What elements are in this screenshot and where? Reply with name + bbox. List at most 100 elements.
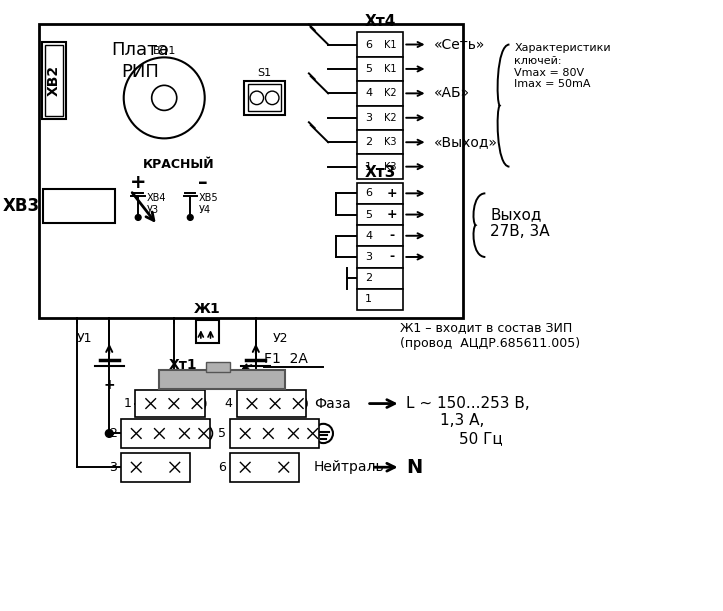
Text: «Сеть»: «Сеть» bbox=[435, 37, 486, 51]
Text: ХВ5: ХВ5 bbox=[199, 193, 218, 203]
Text: Imax = 50mA: Imax = 50mA bbox=[514, 79, 591, 89]
Text: 2: 2 bbox=[109, 427, 117, 440]
Bar bbox=[45, 45, 63, 116]
Bar bbox=[248, 84, 281, 111]
Text: +: + bbox=[387, 208, 397, 221]
Bar bbox=[357, 155, 403, 179]
Bar bbox=[230, 453, 299, 481]
Circle shape bbox=[176, 425, 193, 442]
Bar bbox=[357, 204, 403, 225]
Text: Хт3: Хт3 bbox=[364, 165, 396, 180]
Text: –: – bbox=[198, 174, 208, 192]
Text: 1,3 А,: 1,3 А, bbox=[440, 414, 484, 428]
Text: Vmax = 80V: Vmax = 80V bbox=[514, 68, 584, 78]
Circle shape bbox=[236, 425, 254, 442]
Text: 2: 2 bbox=[365, 137, 372, 147]
Text: Ж1 – входит в состав ЗИП: Ж1 – входит в состав ЗИП bbox=[401, 321, 573, 335]
Circle shape bbox=[267, 395, 284, 412]
Circle shape bbox=[142, 395, 159, 412]
Circle shape bbox=[166, 458, 184, 476]
Circle shape bbox=[236, 458, 254, 476]
Text: У3: У3 bbox=[147, 205, 159, 214]
Text: S1: S1 bbox=[257, 68, 272, 78]
Text: 4: 4 bbox=[365, 231, 372, 241]
Text: 1: 1 bbox=[124, 397, 132, 410]
Text: ХВ2: ХВ2 bbox=[47, 65, 61, 96]
Circle shape bbox=[260, 425, 277, 442]
Text: 2: 2 bbox=[365, 273, 372, 284]
Text: 5: 5 bbox=[365, 210, 372, 219]
Text: КРАСНЫЙ: КРАСНЫЙ bbox=[143, 158, 215, 170]
Bar bbox=[357, 57, 403, 81]
Text: 6: 6 bbox=[218, 461, 226, 474]
Circle shape bbox=[124, 57, 205, 138]
Bar bbox=[230, 419, 319, 448]
Text: 27В, 3А: 27В, 3А bbox=[490, 224, 549, 240]
Text: 4: 4 bbox=[365, 89, 372, 98]
Text: 3: 3 bbox=[365, 252, 372, 262]
Text: У2: У2 bbox=[273, 332, 288, 345]
Text: 1: 1 bbox=[365, 162, 372, 172]
Bar bbox=[121, 419, 210, 448]
Bar bbox=[244, 81, 285, 115]
Circle shape bbox=[250, 91, 264, 104]
Bar bbox=[357, 225, 403, 246]
Bar bbox=[357, 246, 403, 268]
Circle shape bbox=[187, 214, 193, 221]
Circle shape bbox=[106, 430, 113, 437]
Text: Выход: Выход bbox=[490, 207, 542, 222]
Text: F1  2A: F1 2A bbox=[264, 352, 307, 366]
Text: L ~ 150...253 В,: L ~ 150...253 В, bbox=[406, 396, 530, 411]
Text: -: - bbox=[389, 229, 394, 243]
Text: У1: У1 bbox=[77, 332, 92, 345]
Circle shape bbox=[127, 458, 145, 476]
Text: 6: 6 bbox=[365, 40, 372, 49]
Text: «Выход»: «Выход» bbox=[435, 135, 498, 149]
Circle shape bbox=[150, 425, 168, 442]
Text: «АБ»: «АБ» bbox=[435, 86, 471, 100]
Text: +: + bbox=[250, 378, 262, 392]
Bar bbox=[236, 390, 306, 417]
Bar bbox=[357, 81, 403, 106]
Circle shape bbox=[188, 395, 205, 412]
Bar bbox=[43, 189, 115, 223]
Circle shape bbox=[195, 425, 213, 442]
Text: N: N bbox=[406, 458, 422, 477]
Circle shape bbox=[244, 395, 261, 412]
Text: (провод  АЦДР.685611.005): (провод АЦДР.685611.005) bbox=[401, 337, 581, 350]
Text: K3: K3 bbox=[384, 162, 396, 172]
Text: 5: 5 bbox=[365, 64, 372, 74]
Circle shape bbox=[275, 458, 293, 476]
Text: +: + bbox=[387, 187, 397, 200]
Text: Плата
РИП: Плата РИП bbox=[111, 41, 169, 81]
Bar bbox=[135, 390, 205, 417]
Text: K1: K1 bbox=[384, 40, 396, 49]
Circle shape bbox=[138, 399, 147, 408]
Bar bbox=[121, 453, 190, 481]
Text: Хт4: Хт4 bbox=[364, 15, 396, 29]
Text: K3: K3 bbox=[384, 137, 396, 147]
Circle shape bbox=[314, 424, 333, 443]
Bar bbox=[357, 183, 403, 204]
Text: BQ1: BQ1 bbox=[153, 46, 176, 56]
Text: 6: 6 bbox=[365, 188, 372, 199]
Text: ХВ3: ХВ3 bbox=[3, 197, 40, 215]
Text: Фаза: Фаза bbox=[314, 397, 351, 411]
Text: 50 Гц: 50 Гц bbox=[459, 431, 503, 446]
Text: 3: 3 bbox=[109, 461, 117, 474]
Text: 4: 4 bbox=[225, 397, 233, 410]
Circle shape bbox=[285, 425, 302, 442]
Circle shape bbox=[304, 425, 322, 442]
Bar bbox=[42, 42, 66, 119]
Circle shape bbox=[135, 214, 141, 221]
Text: K2: K2 bbox=[384, 89, 396, 98]
Text: K1: K1 bbox=[384, 64, 396, 74]
Bar bbox=[357, 32, 403, 57]
Circle shape bbox=[152, 86, 176, 111]
Circle shape bbox=[165, 395, 182, 412]
Text: ключей:: ключей: bbox=[514, 56, 562, 66]
Circle shape bbox=[265, 91, 279, 104]
Bar bbox=[39, 24, 463, 318]
Bar bbox=[357, 130, 403, 155]
Text: 3: 3 bbox=[365, 113, 372, 123]
